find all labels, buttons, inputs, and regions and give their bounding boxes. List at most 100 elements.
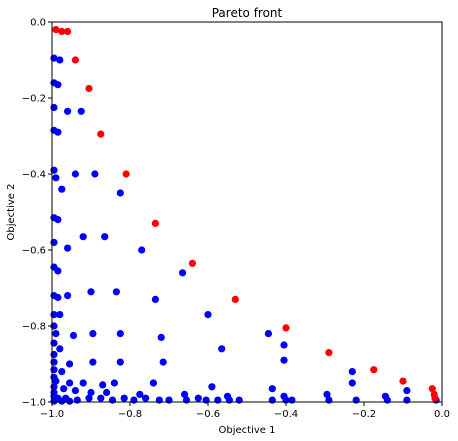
chart-title: Pareto front [212,6,283,20]
point-s0-43 [218,345,226,353]
point-s0-26 [54,293,62,302]
point-s1-12 [370,366,378,374]
point-s0-47 [66,360,74,368]
point-s0-44 [280,341,288,349]
point-s1-13 [399,377,407,385]
point-s0-99 [325,396,333,404]
point-s0-28 [87,288,95,296]
point-s0-63 [268,385,276,393]
point-s0-17 [50,238,58,246]
point-s0-18 [64,244,72,252]
y-tick-label: −0.6 [22,246,46,257]
y-tick-label: −0.8 [22,322,46,333]
point-s0-53 [50,366,58,374]
point-s0-9 [50,166,58,174]
point-s0-51 [280,356,288,364]
point-s0-46 [50,358,58,366]
point-s0-70 [103,388,111,397]
point-s0-102 [403,396,411,404]
point-s0-1 [56,56,64,64]
x-tick-label: −0.8 [118,409,142,420]
plot-frame [51,21,443,403]
point-s1-0 [52,26,60,34]
point-s0-89 [165,396,173,404]
point-s0-106 [66,397,74,405]
x-axis: −1.0 −0.8 −0.6 −0.4 −0.2 0.0 [40,402,450,420]
point-s0-88 [155,396,163,404]
point-s0-84 [108,396,117,404]
point-s0-21 [138,246,146,254]
point-s0-56 [52,377,60,385]
point-s1-3 [71,56,79,64]
point-s0-5 [64,107,72,115]
point-s1-16 [431,394,439,402]
y-axis: 0.0 −0.2 −0.4 −0.6 −0.8 −1.0 [22,18,52,409]
point-s0-92 [202,396,210,404]
point-s0-60 [110,379,118,387]
point-s0-52 [348,368,356,376]
point-s1-7 [151,219,159,227]
point-s0-30 [151,295,159,303]
point-s0-42 [56,345,64,353]
point-s0-40 [264,330,272,338]
point-s0-82 [85,394,93,402]
y-axis-label: Objective 2 [6,184,17,241]
point-s0-57 [66,379,74,387]
point-s0-69 [87,388,95,397]
point-s0-14 [116,189,124,197]
x-tick-label: −0.4 [274,409,298,420]
point-s0-54 [58,368,66,376]
point-s0-75 [323,390,331,398]
point-s0-101 [383,396,391,404]
point-s0-27 [64,292,72,300]
point-s0-58 [79,379,87,387]
point-s0-62 [208,383,216,391]
point-s0-93 [214,396,222,404]
x-tick-label: −0.2 [352,409,376,420]
point-s0-87 [142,394,150,402]
point-s1-4 [85,84,93,93]
point-s0-23 [54,267,62,275]
point-s1-9 [231,295,239,303]
y-tick-label: −1.0 [22,398,46,409]
point-s0-16 [54,216,62,224]
y-tick-label: −0.2 [22,94,46,105]
point-s0-59 [99,381,107,389]
x-tick-label: −1.0 [40,409,64,420]
point-s0-33 [204,311,212,319]
point-s0-68 [71,387,79,395]
point-s0-4 [50,103,58,112]
point-s0-3 [54,81,62,89]
point-s0-37 [89,330,97,338]
point-s1-6 [122,170,130,178]
point-s0-85 [120,394,128,402]
point-s0-39 [157,333,165,341]
point-s0-94 [225,396,233,404]
point-s0-77 [403,387,411,395]
point-s0-96 [268,396,276,404]
point-s1-11 [325,349,333,357]
point-s0-98 [288,396,296,404]
point-s0-29 [112,288,120,296]
point-s0-49 [116,358,124,366]
points-layer [50,26,440,405]
point-s1-5 [97,130,105,138]
point-s0-81 [73,396,81,404]
point-s0-38 [116,330,124,338]
point-s1-10 [282,324,290,332]
point-s1-2 [64,27,72,36]
point-s0-8 [54,128,62,136]
point-s0-105 [58,397,66,405]
x-axis-label: Objective 1 [219,425,276,436]
point-s0-45 [50,350,58,359]
point-s0-48 [89,358,97,366]
point-s0-20 [101,233,109,241]
point-s0-24 [179,269,187,277]
point-s0-91 [194,394,202,402]
point-s0-64 [348,379,356,387]
point-s1-8 [188,259,196,267]
point-s1-1 [58,27,66,36]
point-s0-35 [52,330,60,338]
